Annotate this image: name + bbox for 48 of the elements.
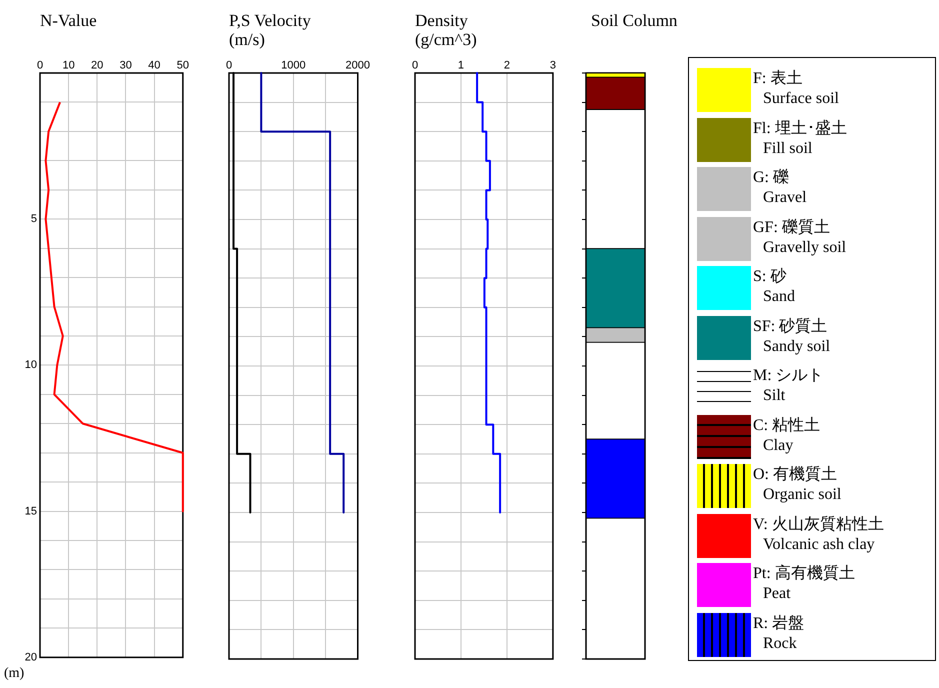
x-tick-label: 10 [62,59,75,72]
text: R: 岩盤 [753,614,804,634]
text: C: 粘性土 [753,416,820,436]
chart-title: P,S Velocity [229,11,311,30]
x-tick-label: 0 [412,59,418,72]
text: SF: 砂質土 [753,316,828,336]
x-tick-label: 3 [550,59,556,72]
text: Sand [763,288,795,306]
y-tick-label: 5 [30,213,37,226]
text: G: 礫 [753,168,789,188]
x-tick-label: 1000 [281,59,306,72]
x-tick-label: 0 [36,59,44,72]
chart-title: Soil Column [591,11,678,30]
chart-subtitle: (m/s) [229,30,265,49]
text: Gravel [763,189,807,207]
text: F: 表土 [753,68,802,89]
x-tick-label: 1 [458,59,464,72]
text: GF: 礫質土 [753,218,830,238]
text: Sandy soil [763,338,830,356]
text: Silt [763,387,786,405]
x-tick-label: 0 [226,59,232,72]
chart-title: N-Value [40,11,97,30]
x-tick-label: 40 [148,59,160,72]
chart-title: Density [415,11,468,30]
text: Fl: 埋土･盛土 [753,118,847,138]
x-tick-label: 2000 [346,59,370,72]
y-tick-label: 20 [24,651,37,664]
text: Pt: 高有機質土 [753,564,855,584]
x-tick-label: 2 [504,59,510,72]
y-axis-title: (m) [4,665,24,683]
text: Surface soil [763,90,839,108]
x-tick-label: 50 [176,59,190,72]
text: V: 火山灰質粘性土 [753,514,884,534]
text: Clay [763,436,794,454]
text: Fill soil [763,140,812,158]
text: Peat [763,585,791,603]
text: O: 有機質土 [753,464,837,485]
text: Volcanic ash clay [763,536,875,554]
chart-subtitle: (g/cm^3) [415,30,477,49]
text: Organic soil [763,486,842,504]
text: Gravelly soil [763,238,846,256]
text: Rock [763,634,797,652]
x-tick-label: 20 [91,59,104,72]
x-tick-label: 30 [120,59,132,72]
text: M: シルト [753,366,824,386]
text: S: 砂 [753,266,786,287]
y-tick-label: 10 [24,359,37,372]
y-tick-label: 15 [24,505,37,518]
